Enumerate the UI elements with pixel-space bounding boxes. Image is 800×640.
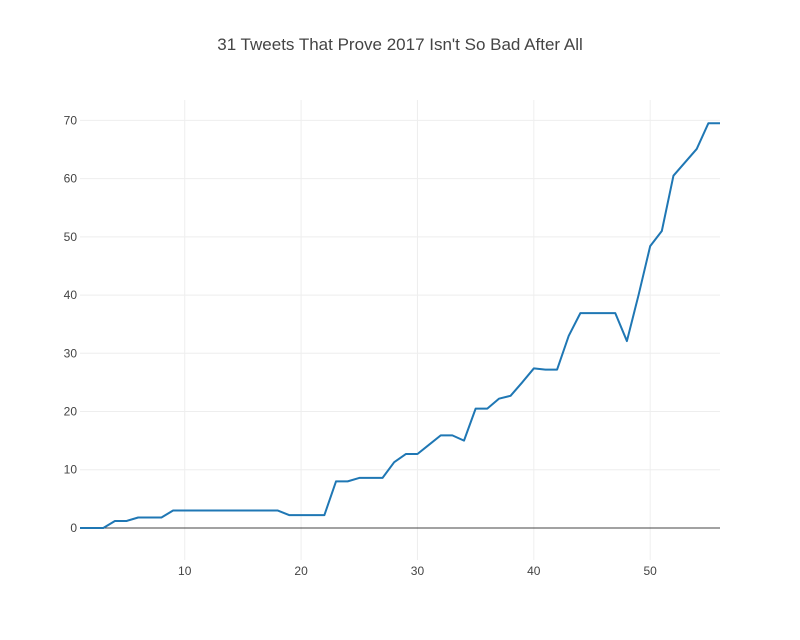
grid-lines [80,100,720,560]
x-axis-ticks: 10 20 30 40 50 [178,564,657,578]
y-tick-label: 40 [64,288,78,302]
chart-title: 31 Tweets That Prove 2017 Isn't So Bad A… [217,35,583,54]
x-tick-label: 50 [644,564,658,578]
x-tick-label: 40 [527,564,541,578]
y-tick-label: 60 [64,172,78,186]
series-line [80,122,720,529]
y-tick-label: 20 [64,405,78,419]
x-tick-label: 20 [294,564,308,578]
series-layer [80,122,720,529]
y-tick-label: 30 [64,346,78,360]
y-axis-ticks: 0 10 20 30 40 50 60 70 [64,113,78,535]
y-tick-label: 70 [64,113,78,127]
y-tick-label: 10 [64,463,78,477]
x-tick-label: 30 [411,564,425,578]
x-tick-label: 10 [178,564,192,578]
y-tick-label: 0 [70,521,77,535]
y-tick-label: 50 [64,230,78,244]
